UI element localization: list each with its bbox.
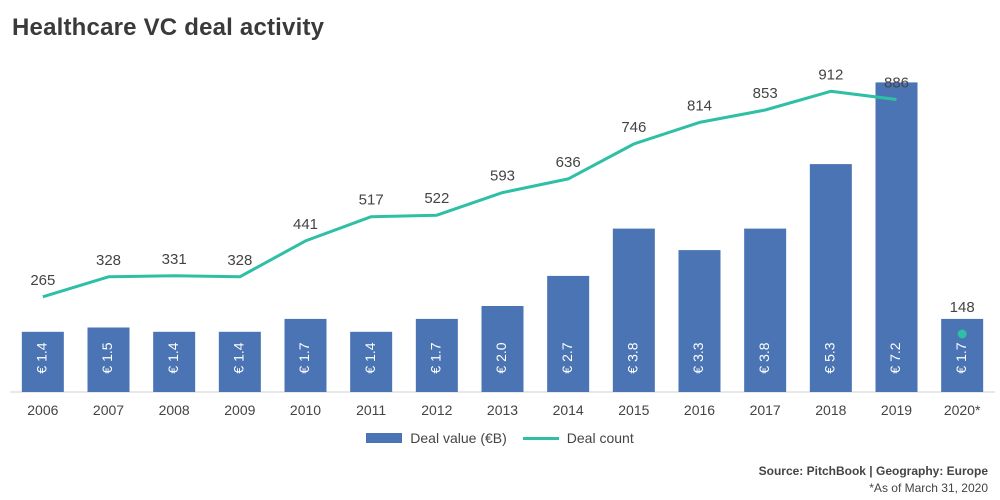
deal-count-label-7: 593 (490, 168, 515, 185)
bar-value-label-3: € 1.4 (231, 342, 247, 373)
bar-3 (218, 331, 261, 392)
legend-label-deal-count: Deal count (566, 430, 634, 446)
source-line: Source: PitchBook | Geography: Europe (758, 464, 988, 478)
deal-count-label-3: 328 (227, 252, 252, 269)
deal-count-label-4: 441 (293, 216, 318, 233)
bar-5 (350, 331, 393, 392)
deal-count-label-0: 265 (30, 272, 55, 289)
x-tick-label-1: 2007 (93, 402, 124, 418)
chart-canvas: € 1.4 2006 € 1.5 2007 € 1.4 2008 € 1.4 2009 € 1.… (10, 66, 995, 418)
bar-value-label-13: € 7.2 (887, 342, 903, 373)
x-tick-label-8: 2014 (553, 402, 584, 418)
x-tick-label-14: 2020* (944, 402, 981, 418)
bar-11 (744, 228, 787, 392)
bar-value-label-12: € 5.3 (822, 342, 838, 373)
x-tick-label-6: 2012 (421, 402, 452, 418)
deal-count-label-9: 746 (621, 119, 646, 136)
x-tick-label-7: 2013 (487, 402, 518, 418)
bar-7 (481, 306, 524, 392)
deal-count-label-14: 148 (950, 299, 975, 316)
legend-swatch-bar (366, 433, 403, 443)
legend-item-deal-value: Deal value (€B) (366, 430, 507, 446)
bar-value-label-1: € 1.5 (99, 342, 115, 373)
bar-value-label-10: € 3.3 (690, 342, 706, 373)
bar-value-label-0: € 1.4 (34, 342, 50, 373)
x-tick-label-10: 2016 (684, 402, 715, 418)
chart-title: Healthcare VC deal activity (12, 14, 325, 41)
bar-9 (612, 228, 655, 392)
deal-count-label-6: 522 (424, 190, 449, 207)
bar-4 (284, 318, 327, 392)
x-tick-label-12: 2018 (815, 402, 846, 418)
deal-count-label-11: 853 (753, 85, 778, 102)
bar-value-label-8: € 2.7 (559, 342, 575, 373)
x-tick-label-2: 2008 (159, 402, 190, 418)
legend-label-deal-value: Deal value (€B) (410, 430, 507, 446)
deal-count-label-12: 912 (818, 66, 843, 83)
bar-value-label-6: € 1.7 (428, 342, 444, 373)
bar-value-label-5: € 1.4 (362, 342, 378, 373)
bar-12 (809, 164, 852, 392)
bar-8 (547, 275, 590, 392)
deal-count-label-5: 517 (359, 192, 384, 209)
x-tick-label-9: 2015 (618, 402, 649, 418)
footnote-line: *As of March 31, 2020 (869, 481, 988, 495)
x-tick-label-5: 2011 (356, 402, 386, 418)
deal-count-label-10: 814 (687, 97, 712, 114)
bar-13 (875, 82, 918, 393)
bar-value-label-11: € 3.8 (756, 342, 772, 373)
legend-swatch-line (522, 436, 559, 440)
bar-value-label-2: € 1.4 (165, 342, 181, 373)
legend: Deal value (€B) Deal count (0, 430, 1000, 446)
deal-count-line (42, 89, 897, 299)
bar-value-label-14: € 1.7 (953, 342, 969, 373)
legend-item-deal-count: Deal count (522, 430, 634, 446)
x-tick-label-0: 2006 (27, 402, 58, 418)
bar-6 (415, 318, 458, 392)
x-tick-label-11: 2017 (750, 402, 781, 418)
bar-value-label-7: € 2.0 (493, 342, 509, 373)
bar-0 (21, 331, 64, 392)
x-tick-label-4: 2010 (290, 402, 321, 418)
x-tick-label-3: 2009 (224, 402, 255, 418)
bar-value-label-9: € 3.8 (625, 342, 641, 373)
bar-value-label-4: € 1.7 (296, 342, 312, 373)
bar-2 (153, 331, 196, 392)
source-note: Source: PitchBook | Geography: Europe *A… (759, 463, 988, 497)
deal-count-label-13: 886 (884, 75, 909, 92)
bar-10 (678, 250, 721, 392)
deal-count-label-1: 328 (96, 252, 121, 269)
x-tick-label-13: 2019 (881, 402, 912, 418)
bar-1 (87, 327, 130, 392)
deal-count-label-2: 331 (162, 251, 187, 268)
deal-count-point-14 (957, 329, 967, 339)
deal-count-label-8: 636 (556, 154, 581, 171)
